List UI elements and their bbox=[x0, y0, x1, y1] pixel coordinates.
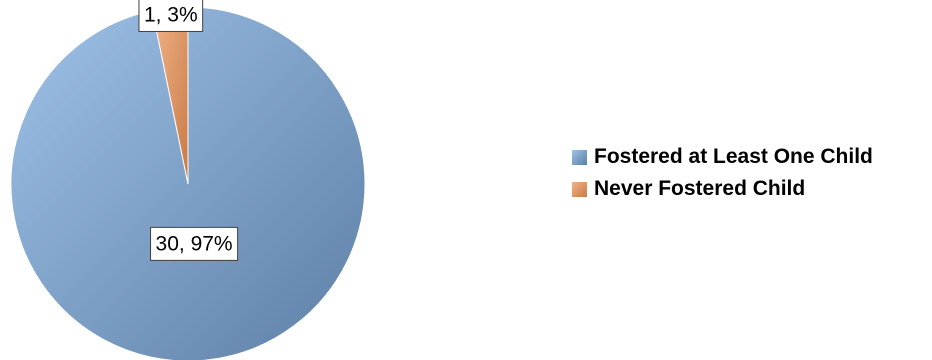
data-label-never-fostered-text: 1, 3% bbox=[144, 3, 198, 26]
legend-item-never-fostered: Never Fostered Child bbox=[572, 175, 873, 203]
legend-swatch-fostered bbox=[572, 149, 587, 165]
legend-item-fostered: Fostered at Least One Child bbox=[572, 143, 873, 171]
data-label-fostered-text: 30, 97% bbox=[156, 232, 233, 255]
data-label-fostered-box bbox=[150, 226, 239, 261]
legend-label-fostered: Fostered at Least One Child bbox=[594, 145, 873, 168]
data-label-fostered: 30, 97% bbox=[150, 226, 239, 261]
data-label-never-fostered: 1, 3% bbox=[138, 0, 204, 32]
legend-label-never-fostered: Never Fostered Child bbox=[594, 177, 806, 200]
legend-swatch-never-fostered bbox=[572, 181, 587, 197]
legend: Fostered at Least One Child Never Foster… bbox=[572, 143, 873, 207]
pie-slice-fostered bbox=[10, 6, 366, 360]
data-label-never-fostered-box bbox=[138, 0, 204, 32]
pie-slices bbox=[10, 6, 366, 360]
data-labels: 30, 97% 1, 3% bbox=[138, 0, 239, 261]
